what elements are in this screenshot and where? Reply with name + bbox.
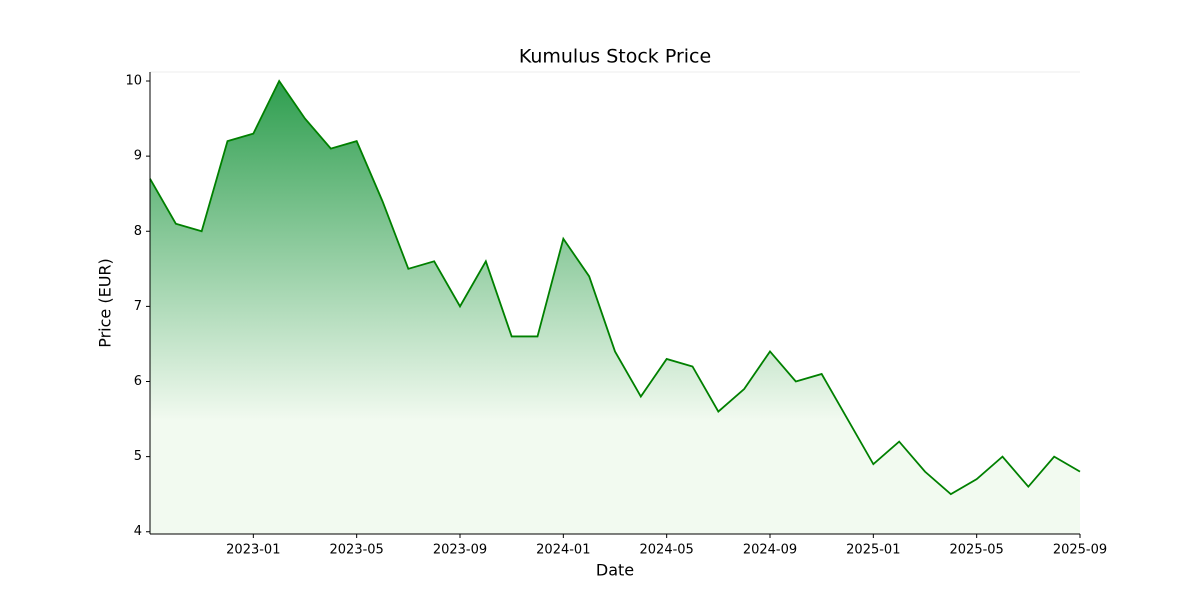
x-tick-label: 2024-05: [640, 543, 694, 558]
y-tick-label: 8: [134, 224, 142, 239]
x-tick-label: 2024-09: [743, 543, 797, 558]
y-tick-label: 6: [134, 374, 142, 389]
y-tick-label: 7: [134, 299, 142, 314]
x-tick-label: 2024-01: [536, 543, 590, 558]
y-axis-label: Price (EUR): [96, 258, 115, 348]
y-tick-label: 5: [134, 449, 142, 464]
x-tick-label: 2025-01: [846, 543, 900, 558]
price-line: [149, 79, 1081, 496]
x-tick-label: 2023-05: [330, 543, 384, 558]
y-tick-label: 10: [125, 74, 142, 89]
y-tick-label: 4: [134, 524, 142, 539]
x-tick-label: 2023-01: [226, 543, 280, 558]
x-tick-label: 2023-09: [433, 543, 487, 558]
area: [150, 81, 1080, 534]
x-tick-label: 2025-09: [1053, 543, 1107, 558]
y-tick-label: 9: [134, 149, 142, 164]
x-axis-label: Date: [596, 561, 634, 580]
chart-title: Kumulus Stock Price: [519, 46, 711, 68]
x-tick-label: 2025-05: [950, 543, 1004, 558]
